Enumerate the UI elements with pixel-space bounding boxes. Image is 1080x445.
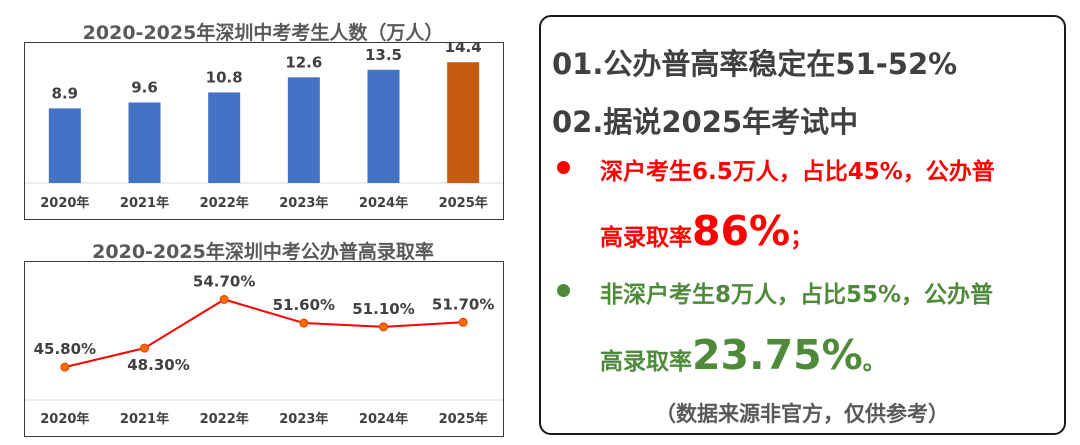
rate-value-label: 54.70% — [193, 272, 255, 290]
bar-x-tick-label: 2025年 — [439, 195, 488, 211]
bar-chart: 8.9 2020年 9.6 2021年 10.8 2022年 12.6 2023年 13.5 20… — [25, 38, 503, 211]
bar-x-tick-label: 2023年 — [279, 195, 328, 211]
bar-2020年 — [48, 108, 81, 183]
bar-2021年 — [128, 102, 161, 183]
rate-value-label: 45.80% — [34, 340, 96, 358]
rate-point-2022年 — [219, 294, 229, 304]
bar-x-tick-label: 2021年 — [120, 195, 169, 211]
bar-value-label: 12.6 — [285, 53, 322, 71]
line-chart-frame: 45.80% 2020年 48.30% 2021年 54.70% 2022年 51.60% 2… — [24, 261, 504, 437]
summary-panel: 01.公办普高率稳定在51-52% 02.据说2025年考试中 深户考生6.5万… — [539, 15, 1066, 435]
local-students-line: 深户考生6.5万人，占比45%，公办普 — [600, 159, 995, 185]
rate-series-line — [64, 298, 464, 369]
bar-value-label: 9.6 — [131, 78, 158, 96]
local-rate-prefix: 高录取率 — [600, 225, 692, 251]
bar-x-tick-label: 2024年 — [359, 195, 408, 211]
rate-point-2020年 — [60, 362, 70, 372]
line-x-tick-label: 2022年 — [200, 411, 249, 427]
footnote: （数据来源非官方，仅供参考） — [655, 402, 949, 426]
bar-2025年 — [447, 62, 480, 183]
local-rate-suffix: ； — [790, 225, 814, 251]
line-chart: 45.80% 2020年 48.30% 2021年 54.70% 2022年 51.60% 2… — [25, 272, 503, 427]
nonlocal-rate-suffix: 。 — [862, 349, 886, 375]
line-x-tick-label: 2024年 — [359, 411, 408, 427]
line-chart-title: 2020-2025年深圳中考公办普高录取率 — [92, 241, 434, 263]
line-x-tick-label: 2025年 — [439, 411, 488, 427]
bar-value-label: 14.4 — [445, 43, 482, 56]
green-bullet — [557, 284, 570, 297]
rate-value-label: 48.30% — [127, 356, 189, 374]
bar-2024年 — [367, 69, 400, 183]
bar-value-label: 10.8 — [206, 68, 243, 86]
bar-chart-title: 2020-2025年深圳中考考生人数（万人） — [82, 22, 444, 44]
bar-2023年 — [287, 77, 320, 183]
line-x-tick-label: 2021年 — [120, 411, 169, 427]
bar-value-label: 13.5 — [365, 46, 402, 64]
red-bullet — [557, 161, 570, 174]
bar-chart-frame: 8.9 2020年 9.6 2021年 10.8 2022年 12.6 2023年 13.5 20… — [24, 38, 504, 220]
nonlocal-rate-prefix: 高录取率 — [600, 349, 692, 375]
line-x-tick-label: 2020年 — [40, 411, 89, 427]
local-students-rate: 高录取率86%； — [600, 207, 813, 255]
bar-2022年 — [208, 92, 241, 183]
rate-value-label: 51.60% — [273, 296, 335, 314]
bar-x-tick-label: 2022年 — [200, 195, 249, 211]
rate-point-2021年 — [140, 343, 149, 353]
rate-point-2024年 — [379, 322, 388, 332]
rate-point-2025年 — [458, 317, 468, 327]
rate-point-2023年 — [299, 318, 309, 328]
nonlocal-students-rate: 高录取率23.75%。 — [600, 331, 886, 379]
point-2: 02.据说2025年考试中 — [552, 105, 859, 139]
nonlocal-rate-value: 23.75% — [692, 331, 863, 379]
point-1: 01.公办普高率稳定在51-52% — [552, 47, 958, 81]
nonlocal-students-line: 非深户考生8万人，占比55%，公办普 — [600, 282, 994, 308]
local-rate-value: 86% — [692, 207, 791, 255]
rate-value-label: 51.70% — [432, 295, 494, 313]
bar-value-label: 8.9 — [52, 84, 79, 102]
bar-x-tick-label: 2020年 — [40, 195, 89, 211]
line-x-tick-label: 2023年 — [279, 411, 328, 427]
rate-value-label: 51.10% — [352, 300, 414, 318]
